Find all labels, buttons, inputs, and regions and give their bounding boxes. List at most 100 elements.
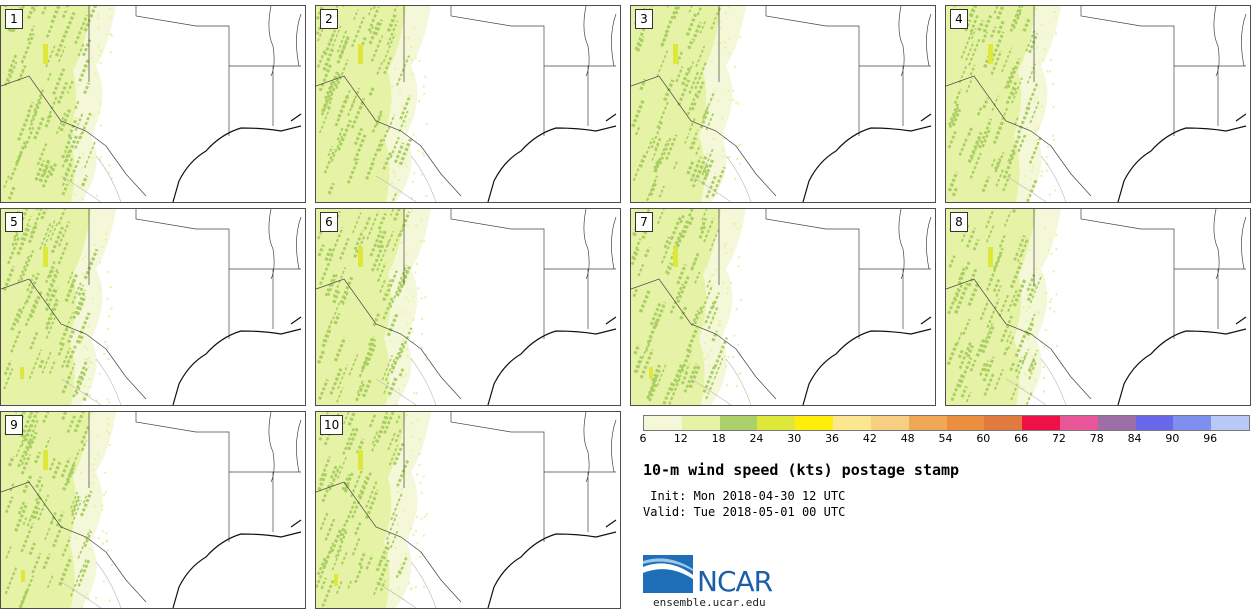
panel-number: 2	[320, 9, 338, 29]
state-boundaries	[1, 6, 302, 197]
colorbar-tick-label: 30	[787, 432, 802, 445]
map-panel: 4	[945, 5, 1251, 203]
map-panel: 8	[945, 208, 1251, 406]
colorbar-tick-label: 96	[1203, 432, 1218, 445]
county-lines	[690, 155, 752, 202]
coastline	[802, 113, 932, 202]
colorbar-segment	[681, 416, 720, 430]
coastline	[172, 113, 302, 202]
map-panel: 1	[0, 5, 306, 203]
wind-speed-map	[631, 209, 932, 405]
wind-speed-map	[631, 6, 932, 202]
colorbar-segment	[1097, 416, 1136, 430]
county-lines	[1005, 155, 1067, 202]
panel-number: 7	[635, 212, 653, 232]
colorbar-tick-label: 48	[900, 432, 915, 445]
panel-number: 1	[5, 9, 23, 29]
map-panel: 9	[0, 411, 306, 609]
init-time: Init: Mon 2018-04-30 12 UTC	[643, 489, 846, 503]
product-title: 10-m wind speed (kts) postage stamp	[643, 461, 960, 479]
valid-time: Valid: Tue 2018-05-01 00 UTC	[643, 505, 846, 519]
panel-number: 3	[635, 9, 653, 29]
county-lines	[375, 358, 437, 405]
wind-speed-map	[316, 412, 617, 608]
county-lines	[60, 561, 122, 608]
wind-speed-map	[1, 412, 302, 608]
state-boundaries	[1, 209, 302, 400]
wind-speed-map	[1, 209, 302, 405]
map-panel: 2	[315, 5, 621, 203]
county-lines	[60, 358, 122, 405]
colorbar-segment	[870, 416, 909, 430]
state-boundaries	[316, 209, 617, 400]
panel-number: 6	[320, 212, 338, 232]
wind-speed-map	[946, 209, 1247, 405]
wind-speed-map	[1, 6, 302, 202]
coastline	[1117, 113, 1247, 202]
colorbar-segment	[1211, 416, 1249, 430]
colorbar-tick-label: 78	[1089, 432, 1104, 445]
coastline	[487, 316, 617, 405]
county-lines	[375, 155, 437, 202]
panel-number: 5	[5, 212, 23, 232]
colorbar-segment	[1059, 416, 1098, 430]
colorbar-tick-label: 12	[673, 432, 688, 445]
county-lines	[690, 358, 752, 405]
coastline	[172, 519, 302, 608]
panel-number: 9	[5, 415, 23, 435]
colorbar-segment	[833, 416, 871, 430]
colorbar-segment	[1135, 416, 1174, 430]
state-boundaries	[631, 209, 932, 400]
colorbar-tick-label: 18	[711, 432, 726, 445]
map-panel: 6	[315, 208, 621, 406]
state-boundaries	[316, 6, 617, 197]
colorbar-tick-label: 6	[639, 432, 647, 445]
colorbar-tick-label: 36	[825, 432, 840, 445]
ncar-logo-text: NCAR	[697, 565, 773, 598]
coastline	[802, 316, 932, 405]
colorbar-tick-label: 84	[1127, 432, 1142, 445]
colorbar	[643, 415, 1250, 431]
state-boundaries	[946, 209, 1247, 400]
county-lines	[60, 155, 122, 202]
wind-speed-map	[316, 209, 617, 405]
state-boundaries	[946, 6, 1247, 197]
state-boundaries	[316, 412, 617, 603]
colorbar-tick-label: 24	[749, 432, 764, 445]
colorbar-tick-label: 54	[938, 432, 953, 445]
website-url[interactable]: ensemble.ucar.edu	[653, 596, 766, 609]
colorbar-segment	[757, 416, 796, 430]
colorbar-tick-label: 72	[1051, 432, 1066, 445]
map-panel: 3	[630, 5, 936, 203]
wind-speed-map	[316, 6, 617, 202]
colorbar-segment	[1173, 416, 1212, 430]
colorbar-tick-label: 66	[1014, 432, 1029, 445]
colorbar-tick-label: 90	[1165, 432, 1180, 445]
colorbar-labels: 6 12 18 24 30 36 42 48 54 60 66 72 78 84 90 96	[639, 432, 1248, 446]
county-lines	[1005, 358, 1067, 405]
state-boundaries	[631, 6, 932, 197]
colorbar-segment	[946, 416, 985, 430]
wind-speed-map	[946, 6, 1247, 202]
coastline	[172, 316, 302, 405]
coastline	[487, 113, 617, 202]
colorbar-segment	[1022, 416, 1060, 430]
colorbar-tick-label: 42	[862, 432, 877, 445]
colorbar-segment	[644, 416, 682, 430]
map-panel: 10	[315, 411, 621, 609]
colorbar-segment	[984, 416, 1023, 430]
colorbar-segment	[908, 416, 947, 430]
county-lines	[375, 561, 437, 608]
coastline	[487, 519, 617, 608]
coastline	[1117, 316, 1247, 405]
panel-number: 4	[950, 9, 968, 29]
map-panel: 5	[0, 208, 306, 406]
state-boundaries	[1, 412, 302, 603]
ncar-logo-icon	[643, 555, 693, 593]
panel-number: 10	[320, 415, 344, 435]
map-panel: 7	[630, 208, 936, 406]
colorbar-tick-label: 60	[976, 432, 991, 445]
panel-number: 8	[950, 212, 968, 232]
colorbar-segment	[795, 416, 834, 430]
colorbar-segment	[719, 416, 758, 430]
